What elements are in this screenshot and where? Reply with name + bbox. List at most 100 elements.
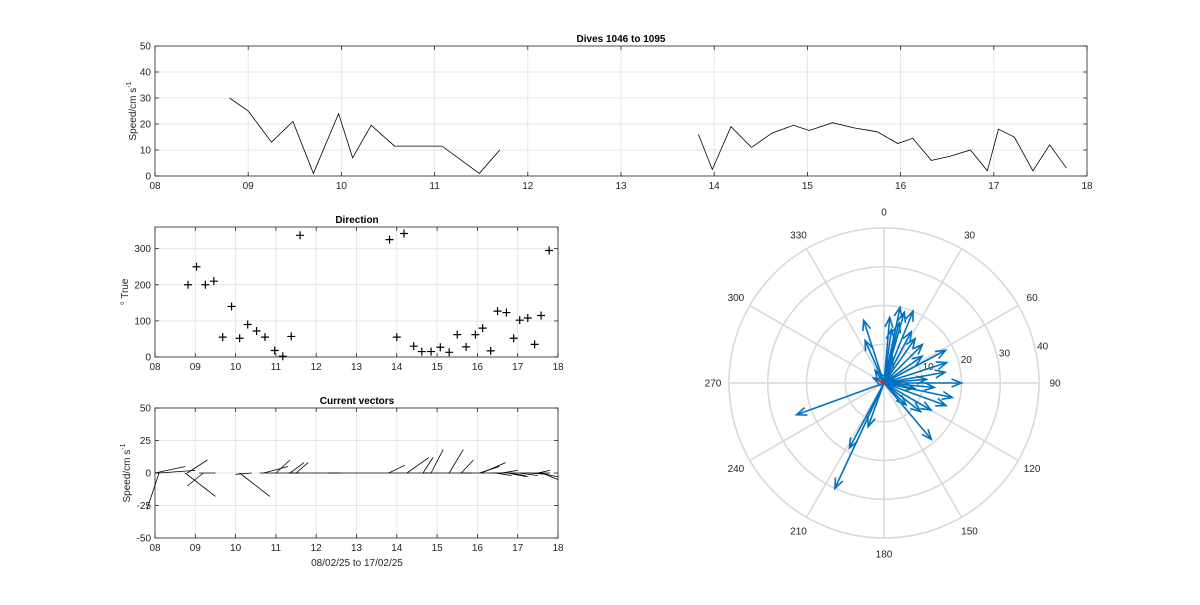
chart-title: Current vectors <box>320 396 395 407</box>
y-tick-label: 0 <box>145 172 151 183</box>
arrow-head <box>794 407 808 416</box>
y-tick-label: 50 <box>140 42 152 53</box>
current-vector-stick <box>430 449 444 474</box>
current-vector-stick <box>422 457 434 474</box>
direction-marker <box>523 314 532 322</box>
x-tick-label: 16 <box>472 362 484 373</box>
speed-timeseries-axes: Dives 1046 to 1095 Speed/cm s-1 08 09 10 11… <box>126 34 1093 192</box>
x-tick-label: 08 <box>149 362 161 373</box>
direction-marker <box>209 277 218 286</box>
current-vector-arrow <box>883 369 948 384</box>
direction-marker <box>427 347 436 356</box>
arrow-head <box>934 369 948 379</box>
y-tick-label: 20 <box>140 120 152 131</box>
current-vector-stick <box>537 470 551 474</box>
direction-marker <box>287 332 296 341</box>
current-vector-arrow <box>848 382 885 450</box>
x-tick-label: 14 <box>391 543 403 554</box>
direction-marker <box>502 308 511 317</box>
polar-spoke <box>749 304 885 384</box>
arrow-shaft <box>883 361 947 384</box>
y-tick-label: -50 <box>137 534 152 545</box>
direction-marker <box>243 320 252 329</box>
speed-series-line <box>698 122 1067 172</box>
speed-series-line <box>229 97 501 175</box>
arrow-shaft <box>796 382 885 416</box>
direction-marker <box>537 311 546 320</box>
direction-marker <box>261 333 270 342</box>
current-vector-arrow <box>883 349 948 384</box>
arrow-head <box>892 320 902 334</box>
x-tick-label: 17 <box>512 362 524 373</box>
arrow-shaft <box>883 322 900 384</box>
direction-marker <box>545 246 554 255</box>
polar-angle-label: 90 <box>1049 379 1061 390</box>
current-vector-arrow <box>862 318 885 384</box>
arrow-shaft <box>883 355 923 384</box>
current-vector-stick <box>448 449 464 474</box>
current-vector-stick <box>519 472 538 476</box>
direction-marker <box>385 235 394 244</box>
current-vector-arrow <box>883 336 917 384</box>
x-tick-label: 18 <box>552 543 564 554</box>
current-vector-arrow <box>883 355 924 384</box>
x-tick-label: 17 <box>988 181 1000 192</box>
x-tick-label: 18 <box>1081 181 1093 192</box>
y-axis-label: Speed/cm s-1 <box>126 81 139 140</box>
current-vector-stick <box>501 470 518 474</box>
arrow-head <box>912 343 924 355</box>
x-tick-label: 09 <box>243 181 255 192</box>
current-vector-arrow <box>883 382 933 442</box>
x-tick-label: 13 <box>351 543 363 554</box>
x-tick-label: 11 <box>271 543 282 554</box>
direction-marker <box>192 262 201 271</box>
polar-spoke <box>805 382 885 518</box>
current-vector-stick <box>184 472 216 497</box>
polar-angle-label: 240 <box>728 464 745 475</box>
polar-spoke <box>883 248 963 384</box>
arrow-head <box>951 378 964 388</box>
arrow-shaft <box>834 382 885 489</box>
polar-spoke <box>883 382 963 518</box>
current-vector-stick <box>406 457 430 474</box>
polar-angle-label: 120 <box>1024 464 1041 475</box>
direction-marker <box>486 346 495 355</box>
direction-marker <box>530 340 539 349</box>
arrow-shaft <box>883 310 914 384</box>
current-vector-arrow <box>864 338 885 384</box>
x-tick-label: 10 <box>336 181 348 192</box>
current-vector-stick <box>187 459 208 474</box>
x-tick-label: 14 <box>709 181 721 192</box>
direction-marker <box>515 316 524 325</box>
direction-marker <box>252 327 261 335</box>
x-tick-label: 09 <box>190 543 202 554</box>
arrow-shaft <box>874 369 885 384</box>
direction-marker <box>296 231 305 240</box>
direction-marker <box>462 342 471 351</box>
arrow-shaft <box>862 320 885 384</box>
arrow-head <box>911 355 924 366</box>
arrow-head <box>897 310 907 323</box>
current-vector-stick <box>186 472 204 487</box>
y-tick-label: 300 <box>134 244 151 255</box>
y-tick-label: 50 <box>140 404 152 415</box>
polar-angle-label: 330 <box>790 230 807 241</box>
polar-compass-plot: 0 30 60 90 120 150 180 210 240 270 300 330 10 20 30 40 <box>705 208 1061 561</box>
arrow-head <box>910 401 923 413</box>
direction-marker <box>478 324 487 333</box>
current-vector-arrow <box>883 382 908 407</box>
current-vector-stick <box>495 472 512 476</box>
polar-spoke <box>883 304 1019 384</box>
current-vector-stick <box>275 459 291 474</box>
direction-marker <box>417 347 426 356</box>
current-vector-arrow <box>883 375 929 385</box>
y-tick-label: 100 <box>134 316 151 327</box>
x-tick-label: 15 <box>432 543 444 554</box>
arrow-shaft <box>848 382 885 449</box>
direction-marker <box>201 280 210 289</box>
direction-marker <box>445 348 454 357</box>
y-tick-label: -25 <box>137 501 152 512</box>
direction-marker <box>509 334 518 343</box>
x-tick-label: 18 <box>552 362 564 373</box>
current-vector-stick <box>235 472 252 475</box>
